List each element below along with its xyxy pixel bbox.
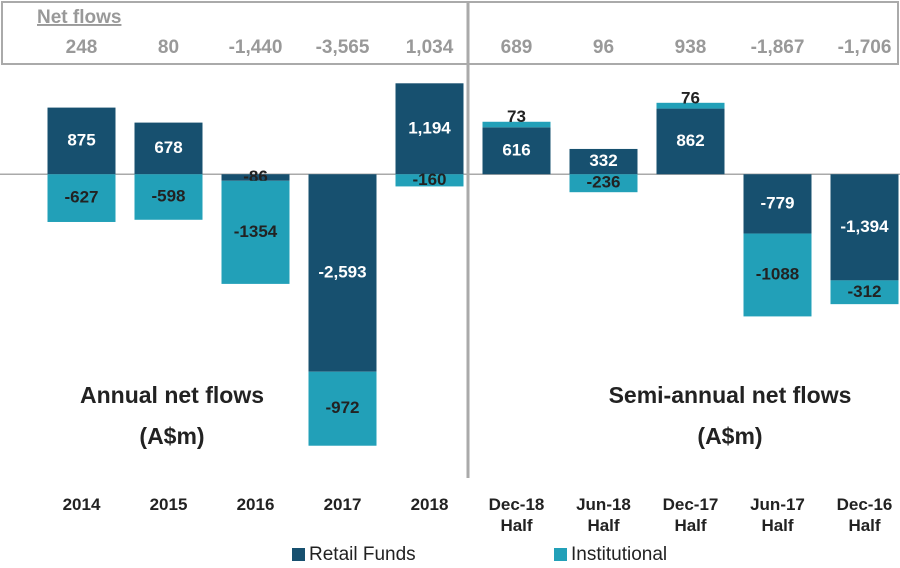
bar — [656, 102, 725, 109]
net-flow-value: 248 — [66, 37, 98, 58]
bar — [569, 148, 638, 175]
net-flow-value: 938 — [675, 37, 707, 58]
data-label: -779 — [760, 193, 794, 212]
bar — [134, 174, 203, 220]
legend-swatch — [554, 548, 567, 561]
net-flows-title: Net flows — [37, 7, 121, 28]
x-tick-label: Dec-18 Half — [488, 495, 545, 535]
annotation: (A$m) — [139, 423, 204, 449]
net-flow-value: -1,706 — [838, 37, 892, 58]
data-label: 1,194 — [408, 118, 451, 137]
net-flow-value: 80 — [158, 37, 179, 58]
net-flow-value: 96 — [593, 37, 614, 58]
x-tick-label: 2018 — [410, 495, 449, 514]
x-tick-label: 2014 — [62, 495, 101, 514]
bar — [482, 121, 551, 128]
x-tick-label: 2017 — [323, 495, 362, 514]
net-flow-value: -1,867 — [751, 37, 805, 58]
x-tick-label: Jun-17 Half — [750, 495, 805, 535]
data-label: -598 — [151, 186, 185, 205]
bar — [395, 174, 464, 187]
data-label: -2,593 — [318, 262, 366, 281]
data-label: -236 — [586, 173, 620, 192]
bar — [482, 127, 551, 175]
x-tick-label: Jun-18 Half — [576, 495, 631, 535]
bar — [743, 174, 812, 234]
bar — [395, 83, 464, 175]
header-box — [1, 1, 899, 65]
data-label: -1354 — [234, 222, 278, 241]
bar — [47, 107, 116, 175]
x-tick-label: 2015 — [149, 495, 188, 514]
bar — [221, 174, 290, 181]
x-tick-label: 2016 — [236, 495, 275, 514]
net-flow-value: 689 — [501, 37, 533, 58]
net-flow-value: 1,034 — [406, 37, 454, 58]
data-label: 73 — [507, 107, 526, 126]
data-label: 862 — [676, 131, 704, 150]
bar — [743, 233, 812, 317]
data-label: -312 — [847, 282, 881, 301]
data-label: 616 — [502, 140, 530, 159]
legend-swatch — [292, 548, 305, 561]
data-label: 332 — [589, 151, 617, 170]
x-tick-label: Dec-17 Half — [662, 495, 719, 535]
bar — [308, 371, 377, 446]
annotation: Annual net flows — [80, 382, 264, 408]
data-label: -1088 — [756, 264, 799, 283]
legend-label: Retail Funds — [309, 544, 416, 565]
bar — [221, 180, 290, 284]
legend-label: Institutional — [571, 544, 667, 565]
data-label: -1,394 — [840, 217, 889, 236]
bar — [47, 174, 116, 222]
data-label: -627 — [64, 188, 98, 207]
bar — [656, 108, 725, 175]
bar — [134, 122, 203, 175]
bar — [830, 174, 899, 281]
annotation: (A$m) — [697, 423, 762, 449]
net-flow-value: -3,565 — [316, 37, 370, 58]
bar — [830, 280, 899, 305]
annotation: Semi-annual net flows — [609, 382, 852, 408]
data-label: 875 — [67, 130, 95, 149]
bar — [308, 174, 377, 372]
data-label: -972 — [325, 398, 359, 417]
bar — [569, 174, 638, 193]
data-label: -160 — [412, 170, 446, 189]
data-label: 76 — [681, 88, 700, 107]
data-label: 678 — [154, 138, 182, 157]
net-flow-value: -1,440 — [229, 37, 283, 58]
x-tick-label: Dec-16 Half — [836, 495, 893, 535]
